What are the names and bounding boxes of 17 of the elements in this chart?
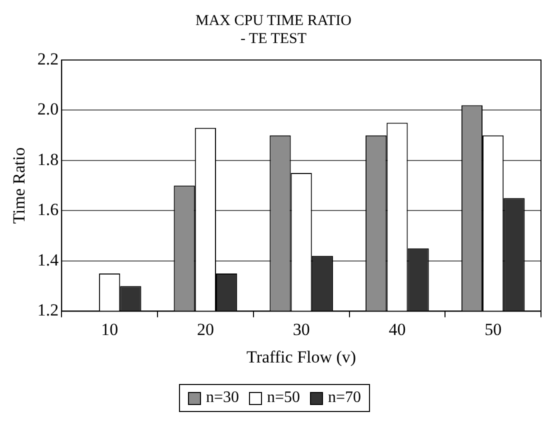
y-tick-label: 1.8: [37, 150, 59, 169]
legend-label: n=70: [328, 389, 362, 407]
x-axis-title: Traffic Flow (v): [246, 347, 356, 366]
y-tick-label: 1.6: [37, 200, 59, 220]
x-tick-label: 30: [292, 320, 310, 339]
series-label: n=50: [266, 389, 300, 407]
y-tick-label: 2.0: [37, 100, 59, 119]
y-tick-label: 1.4: [37, 250, 60, 270]
x-tick-label: 20: [196, 320, 214, 339]
x-tick-label: 10: [101, 320, 118, 339]
y-tick-label: 1.2: [37, 300, 59, 320]
legend-label: n=30: [206, 389, 239, 407]
y-axis-title: Time Ratio: [10, 147, 29, 224]
chart-title: MAX CPU TIME RATIO - TE TEST: [196, 12, 352, 47]
x-tick-label: 50: [484, 320, 502, 339]
y-tick-label: 2.2: [37, 49, 59, 68]
x-tick-label: 40: [388, 320, 406, 339]
